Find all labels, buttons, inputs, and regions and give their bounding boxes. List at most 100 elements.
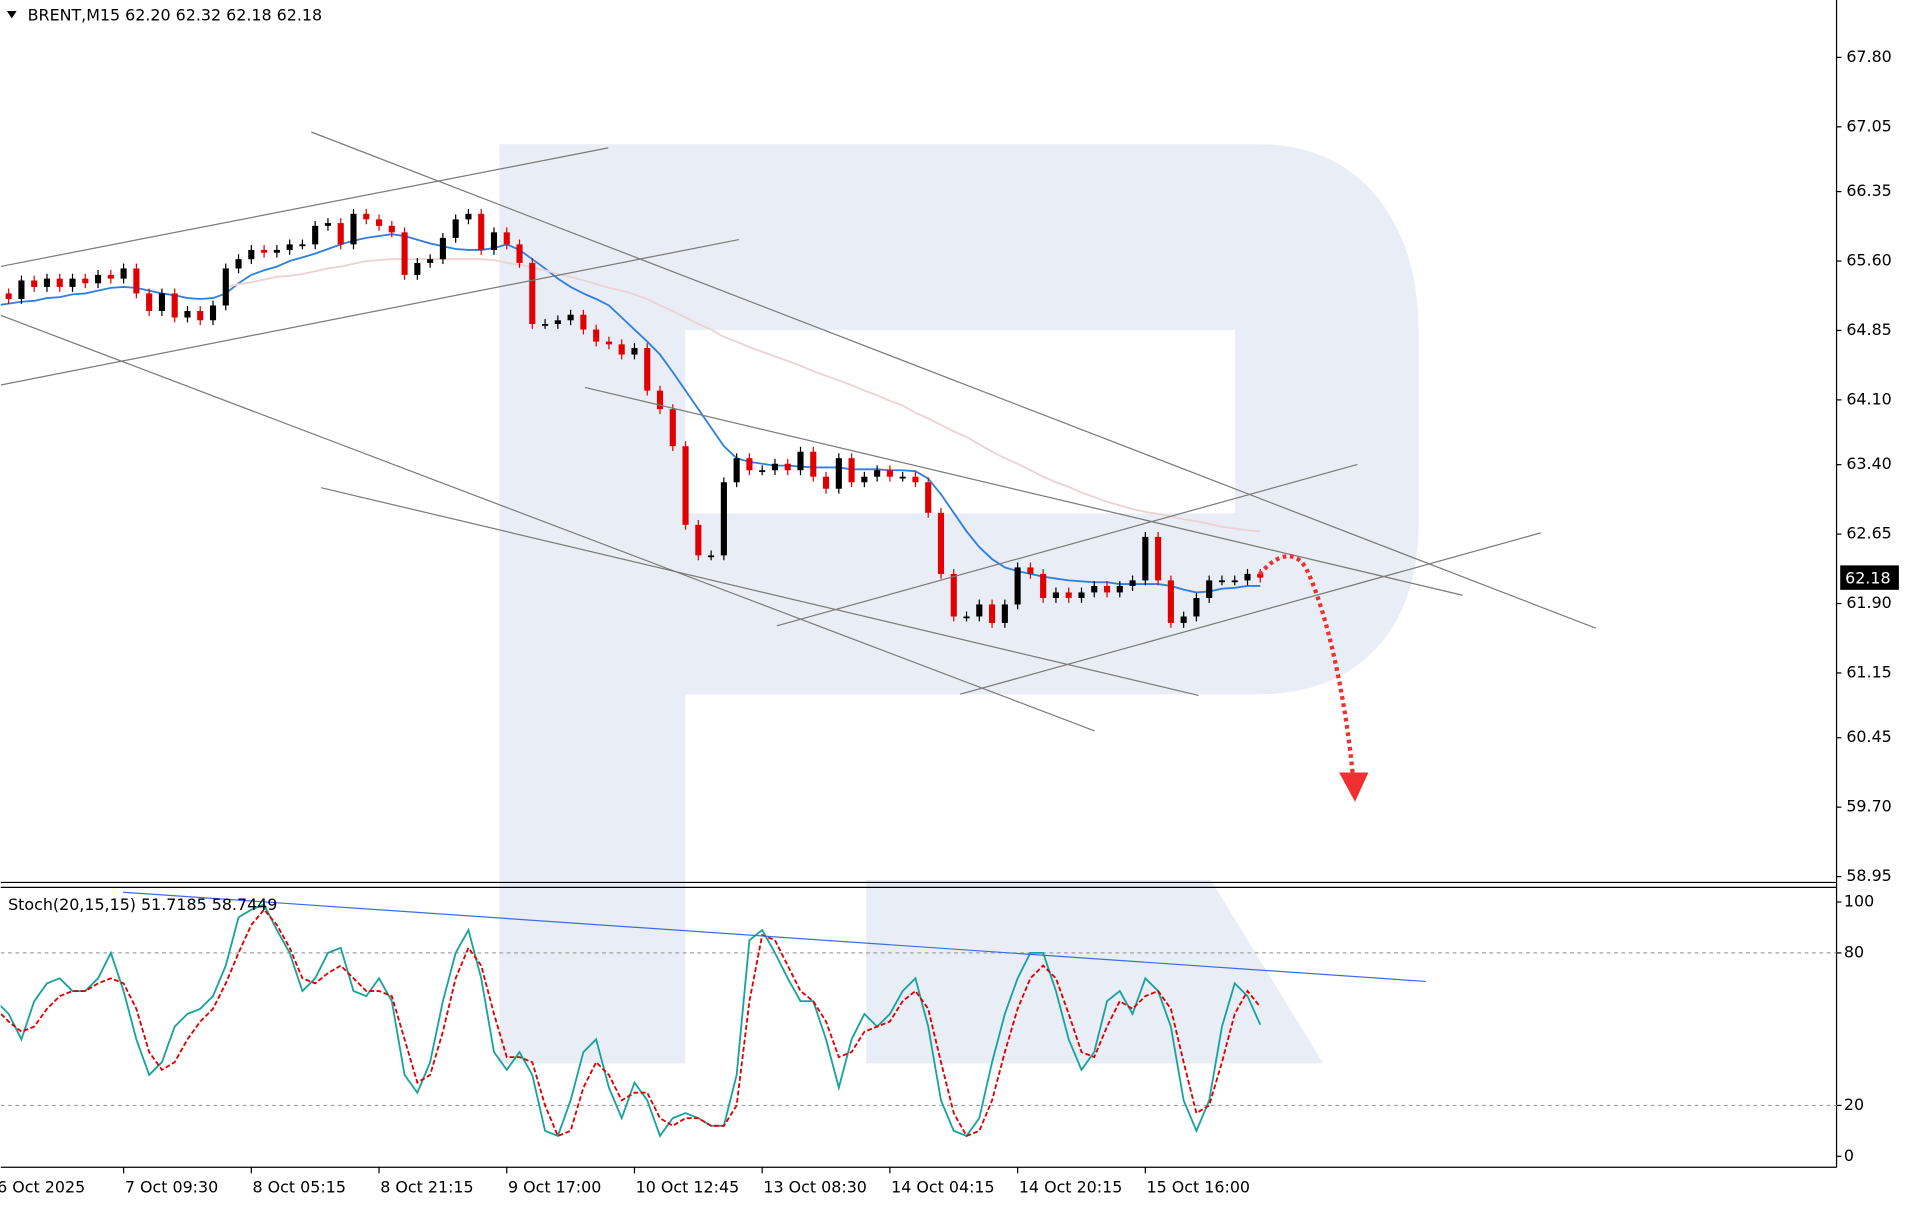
- x-tick-label: 8 Oct 21:15: [380, 1178, 473, 1197]
- price-bar: [375, 219, 383, 226]
- trend-line: [776, 463, 1358, 627]
- stoch-pane: [0, 903, 1837, 1138]
- price-bar: [1027, 567, 1034, 574]
- price-bar: [43, 278, 51, 287]
- price-bar: [759, 470, 766, 473]
- y-tick-label: 64.10: [1846, 389, 1891, 408]
- price-bar: [822, 476, 830, 489]
- price-bar: [989, 604, 996, 623]
- price-bar: [835, 458, 842, 489]
- price-bar: [593, 329, 600, 342]
- y-tick-label: 67.80: [1846, 47, 1891, 66]
- y-tick-label: 0: [1844, 1146, 1854, 1165]
- price-bar: [771, 463, 779, 471]
- y-tick-label: 100: [1844, 892, 1874, 911]
- price-bar: [554, 320, 561, 324]
- stoch-trend-line: [122, 891, 1426, 983]
- x-tick-label: 6 Oct 2025: [0, 1178, 85, 1197]
- y-tick-label: 59.70: [1846, 797, 1891, 816]
- price-bar: [490, 232, 498, 250]
- price-bar: [1091, 585, 1098, 593]
- stoch-title: Stoch(20,15,15) 51.7185 58.7449: [8, 895, 277, 914]
- arrow-head: [1339, 772, 1369, 802]
- price-bar: [580, 314, 587, 330]
- price-bar: [56, 278, 63, 287]
- y-tick-label: 64.85: [1846, 320, 1891, 339]
- price-bar: [963, 616, 970, 619]
- price-bar: [1116, 585, 1123, 593]
- y-tick-label: 61.15: [1846, 662, 1891, 681]
- price-bar: [146, 293, 153, 312]
- price-bar: [925, 482, 932, 513]
- price-bar: [478, 213, 485, 250]
- price-bar: [1257, 573, 1264, 578]
- price-bar: [1206, 580, 1213, 598]
- trend-line: [311, 131, 1596, 629]
- price-bar: [5, 293, 12, 299]
- x-tick-label: 7 Oct 09:30: [125, 1178, 218, 1197]
- price-bar: [1142, 536, 1149, 581]
- price-bar: [1001, 604, 1008, 623]
- chart-title: BRENT,M15 62.20 62.32 62.18 62.18: [28, 5, 322, 24]
- forecast-arrow: [1257, 554, 1369, 802]
- price-pane: [0, 208, 1264, 628]
- price-bar: [133, 268, 140, 294]
- trend-line: [0, 314, 1095, 732]
- price-bar: [605, 341, 612, 345]
- price-bar: [82, 278, 89, 284]
- price-bar: [848, 458, 855, 483]
- price-bar: [324, 223, 332, 226]
- price-bar: [248, 249, 255, 260]
- trend-line: [960, 532, 1541, 695]
- price-bar: [861, 476, 868, 483]
- price-bar: [631, 348, 638, 355]
- x-tick-label: 14 Oct 20:15: [1019, 1178, 1123, 1197]
- price-bar: [209, 305, 217, 321]
- price-bar: [618, 344, 625, 355]
- price-box-label: 62.18: [1845, 568, 1890, 587]
- series-line: [0, 908, 1261, 1138]
- x-tick-label: 10 Oct 12:45: [636, 1178, 740, 1197]
- y-tick-label: 62.65: [1846, 524, 1891, 543]
- price-bar: [235, 259, 242, 269]
- price-bar: [1014, 567, 1021, 605]
- price-bar: [350, 213, 357, 245]
- price-bar: [465, 213, 472, 220]
- price-bar: [95, 274, 102, 284]
- axes: 67.80 67.05 66.35 65.60 64.85 64.10 63.40 62.65…: [0, 47, 1899, 1197]
- x-tick-label: 9 Oct 17:00: [508, 1178, 601, 1197]
- price-bar: [414, 262, 421, 275]
- price-bar: [567, 314, 574, 321]
- price-bar: [950, 573, 957, 617]
- price-bar: [312, 225, 319, 245]
- y-tick-label: 65.60: [1846, 251, 1891, 270]
- price-bar: [1244, 573, 1251, 581]
- price-bar: [1231, 580, 1238, 583]
- price-bar: [516, 244, 523, 263]
- price-bar: [1040, 573, 1047, 598]
- symbol-menu[interactable]: [6, 11, 17, 19]
- price-bar: [529, 262, 536, 324]
- price-bar: [656, 390, 664, 410]
- price-bar: [695, 524, 702, 556]
- price-bar: [363, 213, 370, 220]
- price-bar: [197, 311, 204, 321]
- price-bar: [222, 268, 229, 306]
- x-tick-label: 8 Oct 05:15: [253, 1178, 346, 1197]
- price-bar: [797, 451, 804, 471]
- price-bar: [708, 555, 715, 558]
- x-tick-label: 13 Oct 08:30: [763, 1178, 867, 1197]
- price-bar: [669, 409, 676, 447]
- price-bar: [886, 470, 893, 477]
- frame: [0, 0, 1838, 1168]
- series-line: [225, 258, 1261, 533]
- price-bar: [1052, 592, 1059, 598]
- price-bar: [1193, 597, 1200, 617]
- price-bar: [388, 225, 395, 233]
- price-bar: [1103, 585, 1111, 593]
- x-tick-label: 15 Oct 16:00: [1147, 1178, 1251, 1197]
- price-bar: [874, 470, 881, 477]
- forecast-path: [1257, 554, 1355, 773]
- price-bar: [273, 249, 280, 253]
